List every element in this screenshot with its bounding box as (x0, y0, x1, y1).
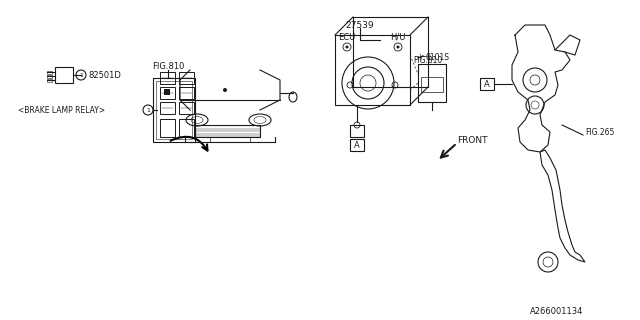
Bar (421, 77, 443, 92)
Text: FIG.810: FIG.810 (413, 55, 442, 65)
Bar (418, 64, 446, 102)
Bar (47, 75, 52, 78)
Bar (179, 72, 194, 84)
Bar (179, 87, 194, 99)
Bar (210, 137, 250, 142)
Text: 1: 1 (79, 73, 83, 77)
Bar (164, 89, 170, 95)
Text: ECU: ECU (338, 33, 355, 42)
Circle shape (397, 45, 399, 49)
Circle shape (223, 88, 227, 92)
Text: FRONT: FRONT (457, 135, 488, 145)
Text: A: A (354, 140, 360, 149)
Bar (55, 67, 73, 83)
Bar (160, 102, 175, 114)
Bar (156, 81, 192, 139)
FancyArrowPatch shape (170, 137, 207, 151)
Bar (160, 119, 175, 137)
Bar (350, 139, 364, 151)
Text: A: A (484, 79, 490, 89)
Bar (350, 125, 364, 137)
Bar (335, 35, 410, 105)
Bar (47, 79, 52, 82)
Bar (160, 87, 175, 99)
Circle shape (346, 45, 349, 49)
Text: FIG.265: FIG.265 (585, 127, 614, 137)
Text: 0101S: 0101S (425, 52, 449, 61)
Bar (179, 119, 194, 137)
Bar (47, 71, 52, 74)
Bar (179, 102, 194, 114)
Text: H/U: H/U (390, 33, 405, 42)
Text: <BRAKE LAMP RELAY>: <BRAKE LAMP RELAY> (18, 106, 105, 115)
Bar (153, 78, 195, 142)
Text: 27539: 27539 (345, 20, 374, 29)
Text: FIG.810: FIG.810 (152, 61, 184, 70)
Bar (480, 78, 494, 90)
Bar (160, 72, 175, 84)
Bar (195, 125, 260, 137)
Text: A266001134: A266001134 (530, 308, 584, 316)
Text: 82501D: 82501D (88, 70, 121, 79)
Text: 1: 1 (146, 108, 150, 113)
